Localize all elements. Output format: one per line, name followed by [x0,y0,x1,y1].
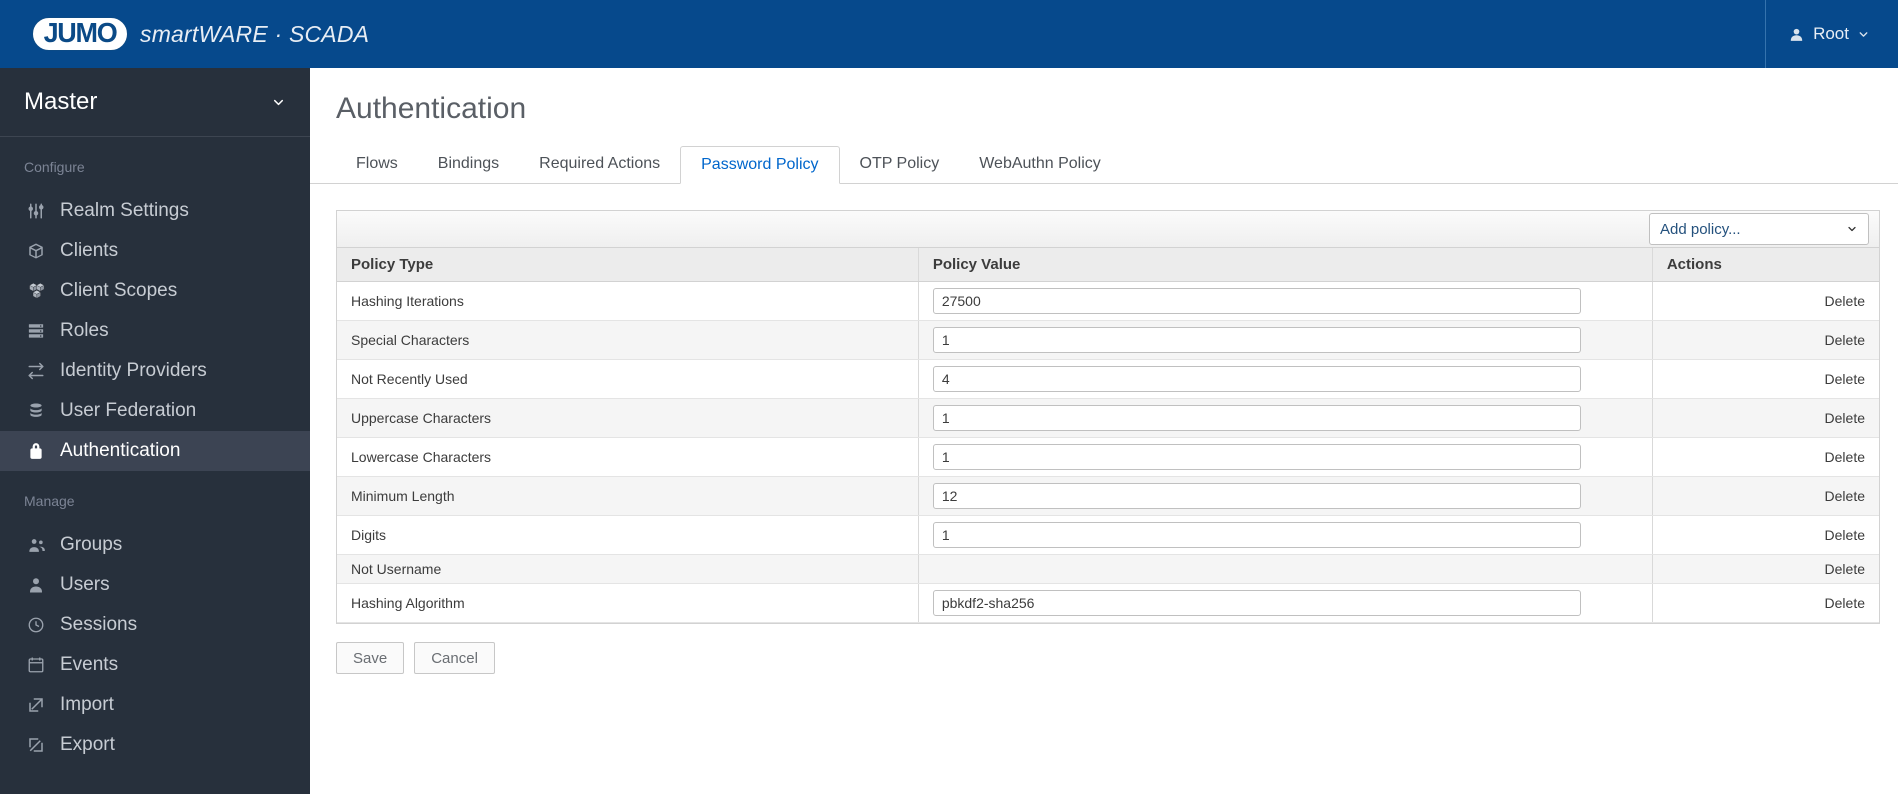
svg-text:JUMO: JUMO [44,20,118,48]
